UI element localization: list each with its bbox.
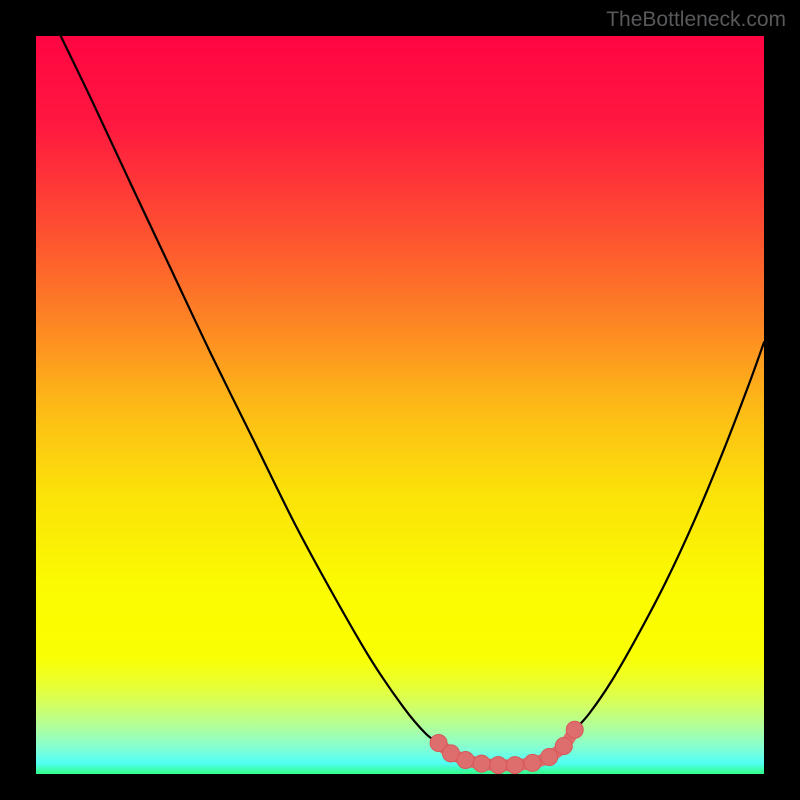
curve-right (575, 342, 764, 729)
chart-svg (36, 36, 764, 774)
plot-area (36, 36, 764, 774)
bottom-marker-dot (541, 749, 558, 766)
chart-container: TheBottleneck.com (0, 0, 800, 800)
watermark-text: TheBottleneck.com (606, 8, 786, 32)
bottom-marker-dot (490, 757, 507, 774)
bottom-marker-dot (555, 737, 572, 754)
bottom-marker-dot (524, 754, 541, 771)
bottom-marker-dot (457, 751, 474, 768)
bottom-marker-dot (507, 757, 524, 774)
curve-left (61, 36, 439, 743)
bottom-marker-dot (473, 755, 490, 772)
bottom-marker-dot (566, 721, 583, 738)
